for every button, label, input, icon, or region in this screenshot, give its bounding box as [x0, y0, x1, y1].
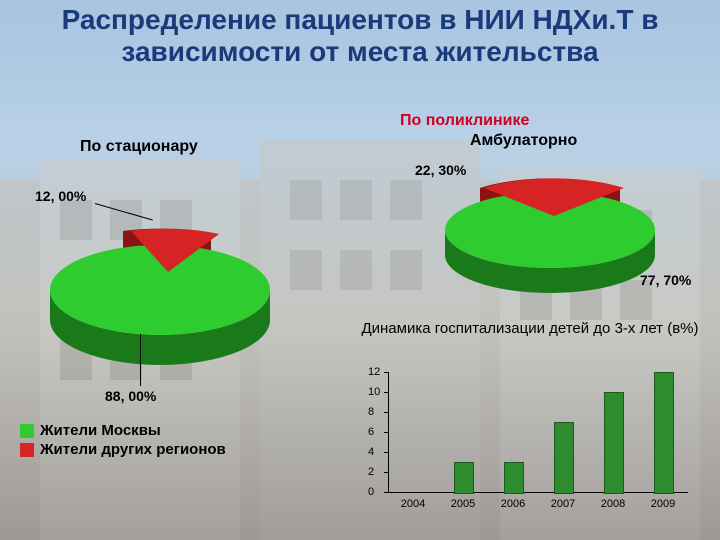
- x-tick-label: 2008: [601, 498, 625, 510]
- bar: [604, 392, 624, 494]
- y-tick: [384, 452, 388, 453]
- legend: Жители Москвы Жители других регионов: [20, 420, 226, 460]
- y-tick-label: 8: [368, 406, 374, 418]
- bar: [504, 462, 524, 494]
- y-tick-label: 0: [368, 486, 374, 498]
- swatch-moscow: [20, 424, 34, 438]
- x-tick-label: 2007: [551, 498, 575, 510]
- y-axis: [388, 372, 389, 492]
- legend-label: Жители Москвы: [40, 422, 161, 439]
- pie-left-heading: По стационару: [80, 138, 198, 156]
- y-tick: [384, 392, 388, 393]
- y-tick: [384, 492, 388, 493]
- y-tick: [384, 432, 388, 433]
- pie-right-heading: Амбулаторно: [470, 132, 577, 150]
- pie-right-label-regions: 22, 30%: [415, 162, 466, 178]
- pie-left-svg: [30, 200, 290, 380]
- y-tick-label: 12: [368, 366, 380, 378]
- pie-left-label-moscow: 88, 00%: [105, 388, 156, 404]
- legend-label: Жители других регионов: [40, 441, 226, 458]
- poliklinika-label: По поликлинике: [400, 112, 529, 130]
- pie-left-label-regions: 12, 00%: [35, 188, 86, 204]
- y-tick: [384, 372, 388, 373]
- pie-right-label-moscow: 77, 70%: [640, 272, 691, 288]
- bar-chart-title: Динамика госпитализации детей до 3-х лет…: [350, 320, 710, 337]
- page-title: Распределение пациентов в НИИ НДХи.Т в з…: [0, 4, 720, 68]
- y-tick-label: 4: [368, 446, 374, 458]
- x-tick-label: 2006: [501, 498, 525, 510]
- y-tick-label: 6: [368, 426, 374, 438]
- bar: [654, 372, 674, 494]
- leader-line: [140, 334, 141, 386]
- y-tick-label: 10: [368, 386, 380, 398]
- x-tick-label: 2004: [401, 498, 425, 510]
- y-tick: [384, 412, 388, 413]
- x-axis: [388, 492, 688, 493]
- bar: [454, 462, 474, 494]
- swatch-regions: [20, 443, 34, 457]
- pie-left: [30, 200, 290, 380]
- bar-chart: 024681012200420052006200720082009: [360, 372, 700, 522]
- y-tick: [384, 472, 388, 473]
- bar: [554, 422, 574, 494]
- legend-item-regions: Жители других регионов: [20, 441, 226, 458]
- y-tick-label: 2: [368, 466, 374, 478]
- legend-item-moscow: Жители Москвы: [20, 422, 226, 439]
- x-tick-label: 2005: [451, 498, 475, 510]
- x-tick-label: 2009: [651, 498, 675, 510]
